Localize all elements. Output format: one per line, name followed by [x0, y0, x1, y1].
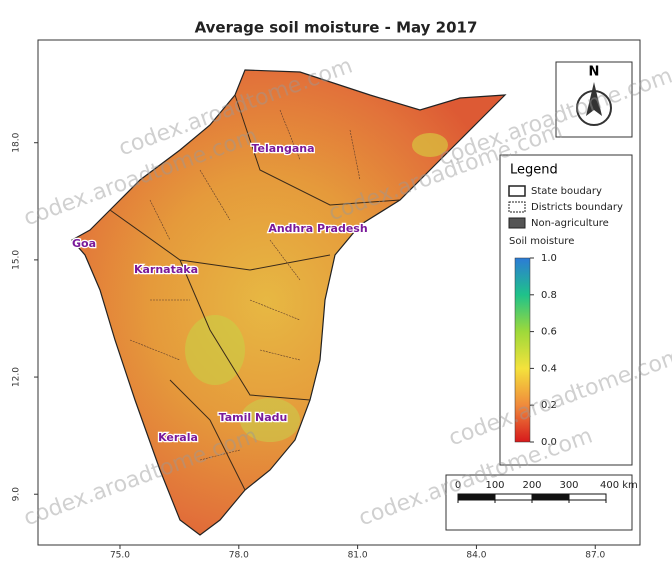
- colorbar: [514, 257, 531, 443]
- colorbar-tick-label: 0.0: [541, 437, 557, 448]
- y-tick-label: 12.0: [12, 367, 22, 387]
- x-tick-label: 78.0: [229, 551, 249, 561]
- colorbar-tick-label: 0.6: [541, 327, 557, 338]
- north-label: N: [589, 65, 600, 80]
- legend-item: State boudary: [531, 186, 602, 197]
- region-label: Telangana: [251, 142, 314, 155]
- state-boundary: [109, 94, 401, 491]
- y-tick-label: 18.0: [12, 132, 22, 152]
- region-label: Karnataka: [134, 263, 198, 276]
- legend-item: Non-agriculture: [531, 218, 609, 229]
- legend-item: Districts boundary: [531, 202, 623, 213]
- scale-label: 100: [485, 480, 504, 491]
- scale-segment: [531, 493, 570, 501]
- land: [71, 69, 507, 536]
- x-tick-label: 87.0: [585, 551, 605, 561]
- moist-area: [240, 398, 300, 442]
- moist-area: [412, 133, 448, 157]
- colorbar-tick-label: 0.8: [541, 290, 557, 301]
- colorbar-tick-label: 1.0: [541, 253, 557, 264]
- scale-label: 0: [455, 480, 461, 491]
- title: Average soil moisture - May 2017: [195, 19, 478, 37]
- region-label: Goa: [72, 237, 96, 250]
- legend-swatch: [508, 217, 526, 229]
- district-boundary: [129, 109, 361, 461]
- scale-label: 400 km: [600, 480, 638, 491]
- region-label: Tamil Nadu: [219, 411, 288, 424]
- scale-segment: [494, 493, 533, 501]
- legend-swatch: [508, 185, 526, 197]
- moist-area: [185, 315, 245, 385]
- scale-label: 300: [559, 480, 578, 491]
- north-arrow: [586, 82, 602, 116]
- x-tick-label: 81.0: [348, 551, 368, 561]
- scale-segment: [568, 493, 607, 501]
- y-tick-label: 15.0: [12, 250, 22, 270]
- scale-box: [445, 474, 633, 531]
- legend-swatch: [508, 201, 526, 213]
- scale-label: 200: [522, 480, 541, 491]
- colorbar-tick-label: 0.2: [541, 400, 557, 411]
- x-tick-label: 84.0: [466, 551, 486, 561]
- legend-title: Legend: [510, 163, 558, 178]
- region-label: Kerala: [158, 431, 198, 444]
- y-tick-label: 9.0: [12, 487, 22, 502]
- region-label: Andhra Pradesh: [268, 222, 367, 235]
- colorbar-tick-label: 0.4: [541, 363, 557, 374]
- x-tick-label: 75.0: [110, 551, 130, 561]
- colorbar-title: Soil moisture: [509, 236, 574, 247]
